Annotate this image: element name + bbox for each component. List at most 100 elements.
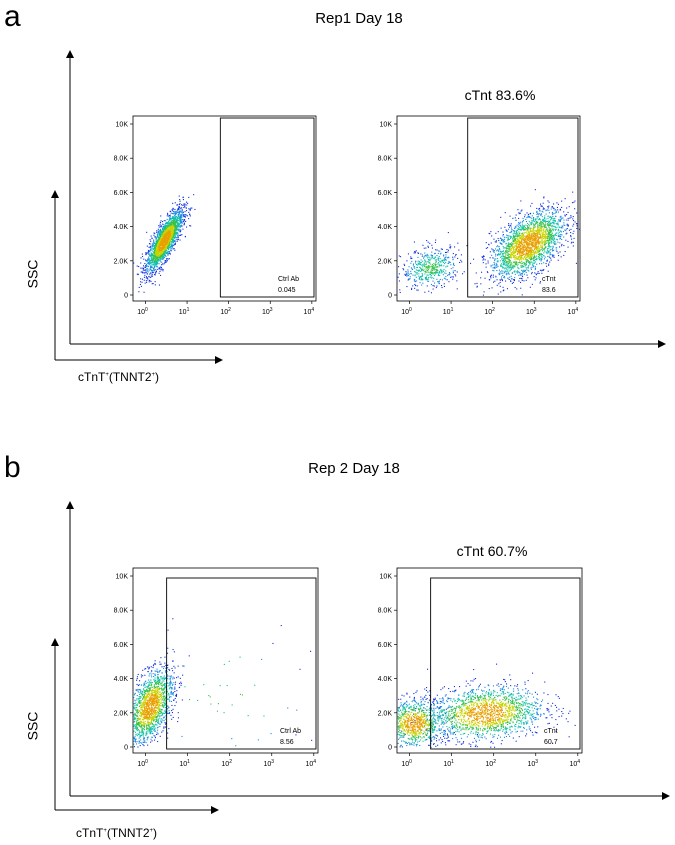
event-dot — [545, 236, 547, 238]
event-dot — [526, 233, 528, 235]
panel-a-title: Rep1 Day 18 — [315, 10, 403, 27]
event-dot — [540, 222, 542, 224]
event-dot — [555, 226, 557, 228]
event-dot — [553, 209, 555, 211]
event-dot — [496, 254, 498, 256]
event-dot — [515, 251, 517, 253]
event-dot — [438, 281, 440, 283]
event-dot — [541, 210, 543, 212]
event-dot — [177, 214, 179, 216]
event-dot — [167, 258, 169, 260]
event-dot — [554, 221, 556, 223]
event-dot — [166, 258, 168, 260]
event-dot — [436, 269, 438, 271]
event-dot — [504, 247, 506, 249]
event-dot — [510, 263, 512, 265]
event-dot — [513, 264, 515, 266]
event-dot — [189, 209, 191, 211]
event-dot — [570, 236, 572, 238]
event-dot — [154, 258, 156, 260]
event-dot — [156, 245, 158, 247]
event-dot — [527, 254, 529, 256]
event-dot — [459, 261, 461, 263]
event-dot — [173, 221, 175, 223]
event-dot — [522, 265, 524, 267]
event-dot — [166, 227, 168, 229]
event-dot — [153, 252, 155, 254]
event-dot — [510, 268, 512, 270]
event-dot — [566, 214, 568, 216]
event-dot — [172, 217, 174, 219]
event-dot — [523, 253, 525, 255]
event-dot — [492, 257, 494, 259]
event-dot — [438, 273, 440, 275]
event-dot — [547, 245, 549, 247]
event-dot — [495, 263, 497, 265]
event-dot — [544, 215, 546, 217]
event-dot — [543, 244, 545, 246]
event-dot — [548, 242, 550, 244]
event-dot — [537, 234, 539, 236]
event-dot — [422, 263, 424, 265]
event-dot — [170, 238, 172, 240]
event-dot — [556, 206, 558, 208]
event-dot — [527, 266, 529, 268]
event-dot — [542, 248, 544, 250]
event-dot — [418, 269, 420, 271]
event-dot — [525, 244, 527, 246]
event-dot — [440, 252, 442, 254]
event-dot — [538, 231, 540, 233]
event-dot — [487, 271, 489, 273]
event-dot — [551, 255, 553, 257]
event-dot — [540, 237, 542, 239]
event-dot — [525, 238, 527, 240]
event-dot — [535, 219, 537, 221]
event-dot — [529, 234, 531, 236]
event-dot — [429, 263, 431, 265]
event-dot — [530, 256, 532, 258]
event-dot — [518, 280, 520, 282]
event-dot — [429, 273, 431, 275]
event-dot — [546, 227, 548, 229]
event-dot — [528, 265, 530, 267]
event-dot — [166, 240, 168, 242]
event-dot — [507, 247, 509, 249]
event-dot — [493, 261, 495, 263]
event-dot — [517, 245, 519, 247]
event-dot — [533, 226, 535, 228]
event-dot — [504, 241, 506, 243]
event-dot — [531, 224, 533, 226]
event-dot — [544, 242, 546, 244]
event-dot — [549, 254, 551, 256]
event-dot — [163, 250, 165, 252]
event-dot — [167, 254, 169, 256]
event-dot — [164, 244, 166, 246]
event-dot — [527, 228, 529, 230]
event-dot — [514, 240, 516, 242]
event-dot — [508, 260, 510, 262]
event-dot — [406, 273, 408, 275]
event-dot — [476, 282, 478, 284]
event-dot — [498, 246, 500, 248]
event-dot — [494, 267, 496, 269]
event-dot — [489, 251, 491, 253]
event-dot — [499, 248, 501, 250]
event-dot — [173, 223, 175, 225]
event-dot — [516, 256, 518, 258]
event-dot — [539, 209, 541, 211]
event-dot — [572, 216, 574, 218]
event-dot — [521, 294, 523, 296]
event-dot — [573, 230, 575, 232]
event-dot — [169, 241, 171, 243]
event-dot — [161, 234, 163, 236]
event-dot — [162, 254, 164, 256]
event-dot — [485, 247, 487, 249]
event-dot — [560, 218, 562, 220]
event-dot — [143, 279, 145, 281]
event-dot — [543, 231, 545, 233]
event-dot — [572, 225, 574, 227]
event-dot — [147, 268, 149, 270]
event-dot — [528, 254, 530, 256]
event-dot — [549, 225, 551, 227]
event-dot — [515, 251, 517, 253]
